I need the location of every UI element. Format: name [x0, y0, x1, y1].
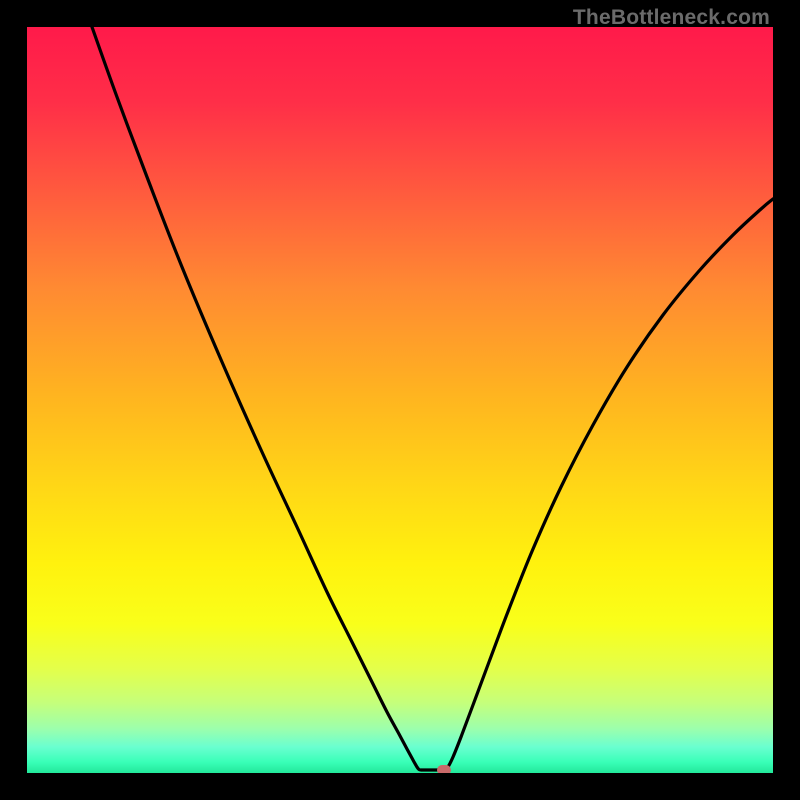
optimal-point-marker	[437, 765, 451, 773]
watermark-text: TheBottleneck.com	[573, 6, 770, 30]
chart-frame: TheBottleneck.com	[0, 0, 800, 800]
plot-area	[27, 27, 773, 773]
bottleneck-curve	[27, 27, 773, 773]
